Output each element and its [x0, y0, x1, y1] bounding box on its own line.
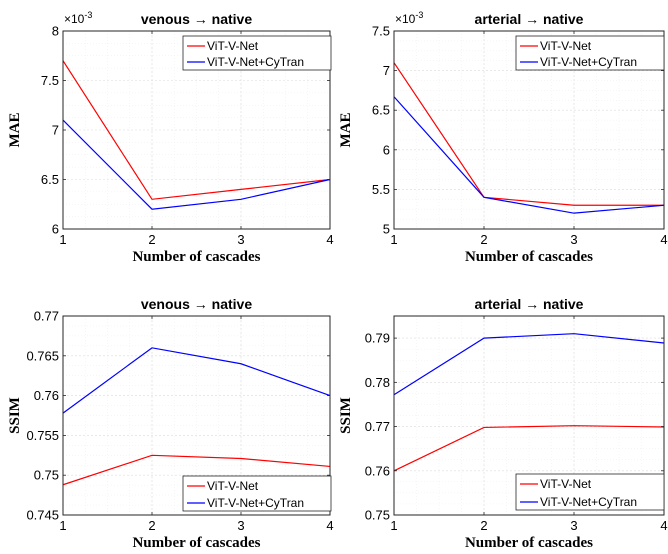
y-axis-label: MAE	[7, 113, 23, 148]
y-tick-label: 0.75	[34, 468, 59, 483]
y-tick-label: 7	[383, 63, 390, 78]
legend-box	[515, 473, 665, 511]
x-tick-label: 3	[237, 518, 244, 533]
x-tick-label: 1	[59, 232, 66, 247]
y-tick-label: 5	[383, 222, 390, 237]
y-axis-exponent: ×10-3	[395, 10, 423, 26]
y-tick-label: 6	[52, 222, 59, 237]
series-line-vit-v-net-cytran	[393, 333, 665, 396]
chart-title: arterial → native	[475, 11, 584, 27]
y-axis-exponent: ×10-3	[64, 10, 92, 26]
series-line-vit-v-net-cytran	[62, 119, 331, 210]
series-line-vit-v-net	[393, 425, 665, 472]
y-tick-label: 0.76	[365, 463, 390, 478]
legend: ViT-V-Net ViT-V-Net+CyTran	[182, 35, 332, 71]
y-tick-label: 6.5	[372, 103, 390, 118]
x-tick-label: 4	[326, 518, 333, 533]
y-axis-exponent-power: -3	[415, 10, 423, 20]
x-axis-label: Number of cascades	[132, 249, 260, 265]
y-tick-label: 0.78	[365, 375, 390, 390]
series-line-vit-v-net-cytran	[62, 347, 331, 414]
legend-entry: ViT-V-Net	[540, 39, 592, 53]
legend-box	[182, 475, 332, 512]
x-axis-label: Number of cascades	[465, 249, 593, 265]
x-tick-label: 1	[390, 518, 397, 533]
x-tick-label: 2	[480, 232, 487, 247]
y-tick-label: 7.5	[372, 24, 390, 39]
y-tick-label: 0.77	[365, 419, 390, 434]
x-tick-label: 4	[660, 232, 667, 247]
y-tick-label: 0.76	[34, 388, 59, 403]
series-line-vit-v-net	[62, 60, 331, 200]
y-tick-label: 8	[52, 24, 59, 39]
legend-entry: ViT-V-Net	[207, 39, 259, 53]
chart-title: venous → native	[141, 296, 252, 312]
y-tick-label: 0.79	[365, 331, 390, 346]
series-line-vit-v-net	[393, 62, 664, 206]
chart-panel-4: 1 2 3 4 0.75 0.76 0.77 0.78 0.79 arterial → nativ…	[338, 296, 668, 551]
y-tick-label: 0.765	[26, 348, 59, 363]
legend-entry: ViT-V-Net+CyTran	[207, 496, 304, 510]
y-tick-label: 0.75	[365, 508, 390, 523]
plot-area-frame	[393, 315, 665, 516]
legend-entry: ViT-V-Net	[207, 479, 259, 493]
legend-entry: ViT-V-Net+CyTran	[540, 55, 637, 69]
x-tick-label: 2	[148, 232, 155, 247]
plot-area-frame	[62, 315, 331, 516]
y-tick-label: 5.5	[372, 182, 390, 197]
x-tick-label: 2	[480, 518, 487, 533]
series-line-vit-v-net-cytran	[393, 96, 665, 214]
legend-entry: ViT-V-Net+CyTran	[540, 495, 637, 509]
legend-entry: ViT-V-Net+CyTran	[207, 55, 304, 69]
y-tick-label: 0.755	[26, 428, 59, 443]
y-tick-label: 7	[52, 123, 59, 138]
legend-box	[515, 35, 665, 71]
x-tick-label: 4	[326, 232, 333, 247]
plot-area-frame	[393, 30, 665, 230]
x-tick-label: 1	[390, 232, 397, 247]
y-tick-label: 7.5	[41, 73, 59, 88]
y-tick-label: 6.5	[41, 172, 59, 187]
y-axis-exponent-power: -3	[84, 10, 92, 20]
y-tick-label: 0.745	[26, 508, 59, 523]
x-tick-label: 2	[148, 518, 155, 533]
x-tick-label: 4	[660, 518, 667, 533]
x-tick-label: 3	[570, 232, 577, 247]
chart-panel-3: 1 2 3 4 0.745 0.75 0.755 0.76 0.765 0.77 venous → …	[7, 296, 334, 551]
y-tick-label: 0.77	[34, 309, 59, 324]
x-tick-label: 1	[59, 518, 66, 533]
chart-title: venous → native	[141, 11, 252, 27]
legend-box	[182, 35, 332, 71]
chart-panel-2: 1 2 3 4 5 5.5 6 6.5 7 7.5 ×10-3 arterial → native Nu…	[338, 10, 668, 265]
x-tick-label: 3	[237, 232, 244, 247]
legend: ViT-V-Net ViT-V-Net+CyTran	[182, 475, 332, 512]
y-axis-label: MAE	[338, 113, 354, 148]
x-axis-label: Number of cascades	[465, 535, 593, 551]
y-tick-label: 6	[383, 142, 390, 157]
x-axis-label: Number of cascades	[132, 535, 260, 551]
chart-title: arterial → native	[475, 296, 584, 312]
chart-panel-1: 1 2 3 4 6 6.5 7 7.5 8 ×10-3 venous → native Number …	[7, 10, 334, 265]
legend-entry: ViT-V-Net	[540, 477, 592, 491]
series-line-vit-v-net	[62, 454, 331, 486]
legend: ViT-V-Net ViT-V-Net+CyTran	[515, 473, 665, 511]
y-axis-label: SSIM	[338, 397, 354, 434]
legend: ViT-V-Net ViT-V-Net+CyTran	[515, 35, 665, 71]
x-tick-label: 3	[570, 518, 577, 533]
y-axis-label: SSIM	[7, 397, 23, 434]
